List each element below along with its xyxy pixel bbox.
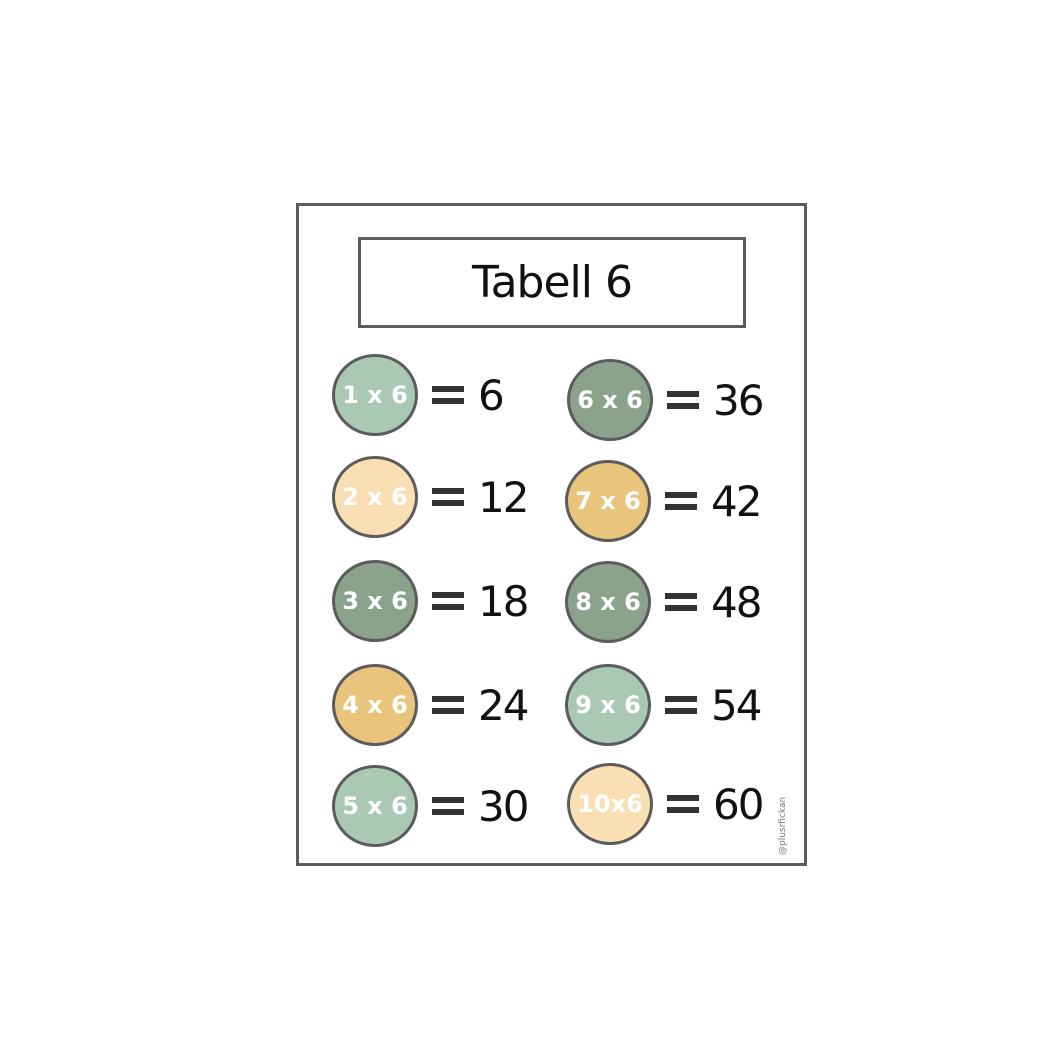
worksheet-card [296, 203, 807, 866]
result: 42 [711, 476, 762, 526]
expression-circle: 1 x 6 [332, 354, 418, 436]
watermark: @plusrfickan [778, 796, 788, 855]
multiplication-item: 6 x 6 36 [567, 359, 764, 441]
expression-circle: 4 x 6 [332, 664, 418, 746]
result: 24 [478, 680, 529, 730]
equals-sign [432, 488, 464, 506]
equals-sign [432, 696, 464, 714]
result: 30 [478, 781, 529, 831]
equals-sign [665, 593, 697, 611]
result: 54 [711, 680, 762, 730]
expression-circle: 8 x 6 [565, 561, 651, 643]
multiplication-item: 9 x 6 54 [565, 664, 762, 746]
result: 60 [713, 779, 764, 829]
expression-circle: 5 x 6 [332, 765, 418, 847]
multiplication-item: 8 x 6 48 [565, 561, 762, 643]
multiplication-item: 1 x 6 6 [332, 354, 505, 436]
expression-circle: 9 x 6 [565, 664, 651, 746]
multiplication-item: 7 x 6 42 [565, 460, 762, 542]
result: 36 [713, 375, 764, 425]
equals-sign [432, 386, 464, 404]
equals-sign [665, 696, 697, 714]
result: 6 [478, 370, 505, 420]
equals-sign [667, 391, 699, 409]
multiplication-item: 4 x 6 24 [332, 664, 529, 746]
expression-circle: 7 x 6 [565, 460, 651, 542]
result: 48 [711, 577, 762, 627]
result: 12 [478, 472, 529, 522]
multiplication-item: 2 x 6 12 [332, 456, 529, 538]
expression-circle: 6 x 6 [567, 359, 653, 441]
equals-sign [665, 492, 697, 510]
multiplication-item: 5 x 6 30 [332, 765, 529, 847]
result: 18 [478, 576, 529, 626]
multiplication-item: 10x6 60 [567, 763, 764, 845]
equals-sign [432, 592, 464, 610]
expression-circle: 10x6 [567, 763, 653, 845]
expression-circle: 3 x 6 [332, 560, 418, 642]
equals-sign [667, 795, 699, 813]
equals-sign [432, 797, 464, 815]
page-title: Tabell 6 [358, 237, 746, 328]
multiplication-item: 3 x 6 18 [332, 560, 529, 642]
expression-circle: 2 x 6 [332, 456, 418, 538]
